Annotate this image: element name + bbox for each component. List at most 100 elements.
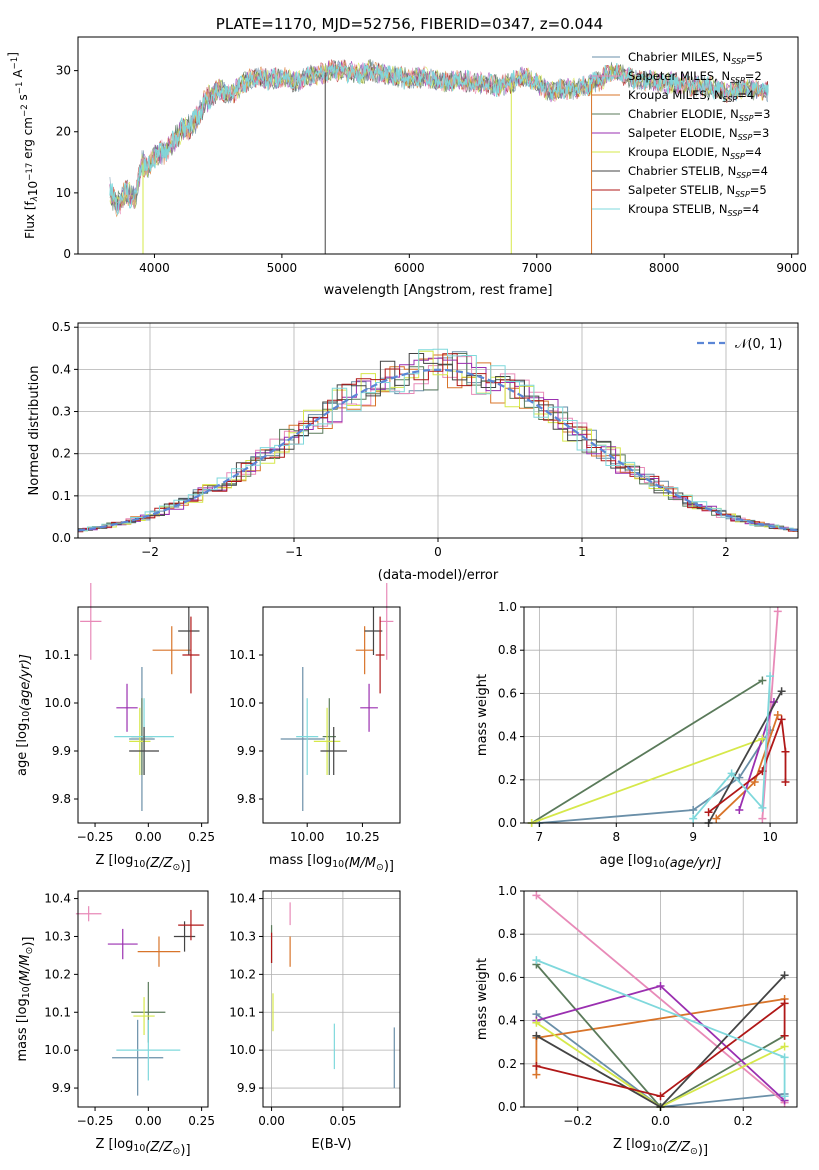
weight-line [535,894,786,1104]
legend-entry: Salpeter MILES, NSSP=2 [628,69,762,85]
weight-marker [689,814,698,823]
x-tick-label: 0.00 [135,830,162,844]
spectrum-panel: 4000 5000 6000 7000 8000 9000 0 10 20 30 wavelengt… [6,36,807,298]
weight-marker [735,806,744,815]
y-tick-label: 0.3 [52,405,71,419]
y-tick-label: 9.9 [237,744,256,758]
mass_vs_ebv-panel: 0.00 0.05 9.9 10.0 10.1 10.2 10.3 10.4 E(B-V) [229,890,401,1152]
x-tick-label: 10 [762,830,777,844]
y-tick-label: 10.4 [229,892,256,906]
legend-entry: Chabrier ELODIE, NSSP=3 [628,107,770,123]
x-tick-label: 5000 [267,261,298,275]
x-tick-label: 9 [689,830,697,844]
weight-marker [758,676,767,685]
x-tick-label: 1 [578,545,586,559]
x-tick-label: 7 [536,830,544,844]
y-tick-label: 0.0 [498,1100,517,1114]
x-axis-label: age [log10(age/yr)] [600,853,722,871]
y-tick-label: 9.9 [237,1081,256,1095]
x-axis-label: Z [log10(Z/Z⊙)] [95,1137,190,1158]
y-axis-label: mass weight [475,674,490,756]
weight-marker [780,999,789,1008]
x-tick-label: 0.00 [135,1114,162,1128]
x-axis-label: mass [log10(M/M⊙)] [269,853,394,874]
x-tick-label: 2 [722,545,730,559]
weight-line [539,729,771,824]
histogram-series [78,353,798,530]
y-tick-label: 10.1 [229,1005,256,1019]
legend-entry: Kroupa ELODIE, NSSP=4 [628,145,762,161]
axes-frame [77,606,209,824]
weight-marker [766,672,775,681]
y-tick-label: 20 [56,125,71,139]
y-tick-label: 0.8 [498,927,517,941]
y-tick-label: 10.2 [44,967,71,981]
figure-title: PLATE=1170, MJD=52756, FIBERID=0347, z=0… [216,15,603,33]
weight-marker [781,777,790,786]
weight-marker [712,814,721,823]
weight-line [531,737,763,824]
legend-entry: Chabrier MILES, NSSP=5 [628,50,763,66]
weight-line [692,676,771,820]
weight-marker [780,1053,789,1062]
y-tick-label: 0.0 [52,531,71,545]
weight-marker [656,982,665,991]
y-tick-label: 1.0 [498,600,517,614]
x-tick-label: −1 [285,545,303,559]
age_vs_Z-panel: −0.25 0.00 0.25 9.8 9.9 10.0 10.1 Z [log10(Z/Z⊙… [15,583,215,874]
weight-marker [780,1042,789,1051]
x-tick-label: 10.25 [345,830,379,844]
weight-line [707,690,783,824]
x-tick-label: −0.25 [77,830,114,844]
x-tick-label: 0.2 [734,1114,753,1128]
legend: Chabrier MILES, NSSP=5 Salpeter MILES, NS… [592,50,770,218]
x-tick-label: 0.25 [188,1114,215,1128]
y-tick-label: 10.0 [44,1043,71,1057]
y-axis-label: mass [log10(M/M⊙)] [15,937,36,1062]
y-tick-label: 0.0 [498,816,517,830]
weight_vs_Z-panel: −0.2 0.0 0.2 0.0 0.2 0.4 0.6 0.8 1.0 mass weight Z… [475,884,798,1158]
weight-marker [773,607,782,616]
axes-frame [77,890,209,1108]
y-tick-label: 9.8 [52,792,71,806]
weight-marker [689,806,698,815]
y-tick-label: 0.4 [498,1014,517,1028]
x-tick-label: 0.0 [651,1114,670,1128]
x-tick-label: 10.00 [290,830,324,844]
weight-line [531,679,763,824]
weight-marker [532,891,541,900]
weight-marker [780,1092,789,1101]
x-axis-label: E(B-V) [311,1137,351,1152]
x-tick-label: −2 [141,545,159,559]
x-tick-label: 0.00 [258,1114,285,1128]
x-tick-label: 0.25 [188,830,215,844]
weight-marker [758,814,767,823]
axes-frame [262,890,401,1108]
y-tick-label: 0 [63,247,71,261]
legend-entry: Salpeter ELODIE, NSSP=3 [628,126,769,142]
x-axis-label: Z [log10(Z/Z⊙)] [613,1137,708,1158]
weight-marker [532,1070,541,1079]
weight-marker [758,734,767,743]
legend-entry: 𝒩(0, 1) [735,337,782,352]
age_vs_mass-panel: 10.00 10.25 9.8 9.9 10.0 10.1 mass [log10(M/M⊙… [229,583,401,874]
weight-marker [773,711,782,719]
weight-marker [780,971,789,980]
mass_vs_Z-panel: −0.25 0.00 0.25 9.9 10.0 10.1 10.2 10.3 10.4 Z [l… [15,890,215,1158]
axes-frame [77,36,799,255]
y-tick-label: 0.6 [498,686,517,700]
x-tick-label: 6000 [394,261,425,275]
weight-marker [727,769,736,778]
weight-line [536,1001,786,1098]
weight-marker [656,1092,665,1101]
histogram-series [78,353,798,531]
weight-marker [704,808,713,817]
spectrum-line [109,62,769,216]
gaussian-curve [77,368,799,532]
y-axis-label: Flux [fλ10−17 erg cm−2 s−1 A−1] [6,52,40,239]
x-tick-label: 0.05 [330,1114,357,1128]
weight-marker [532,956,541,965]
y-tick-label: 1.0 [498,884,517,898]
y-tick-label: 10.3 [44,929,71,943]
